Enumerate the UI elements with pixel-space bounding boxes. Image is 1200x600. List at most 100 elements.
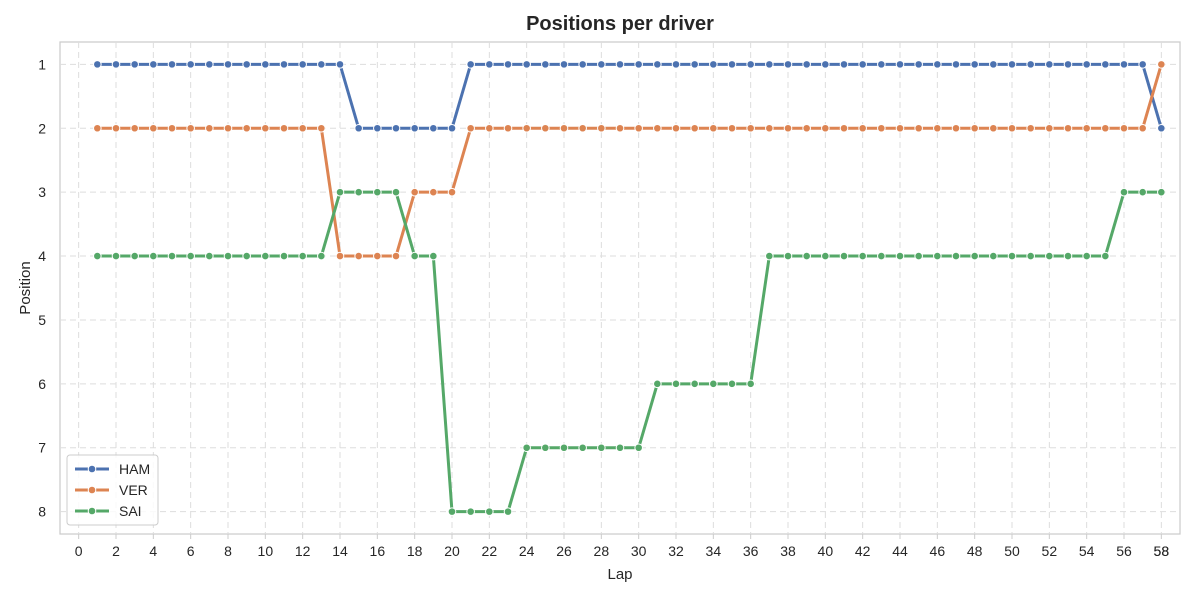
- data-point-ver: [1157, 60, 1166, 69]
- x-tick-label: 8: [224, 543, 232, 559]
- data-point-ver: [727, 123, 737, 133]
- data-point-ver: [354, 251, 363, 261]
- data-point-sai: [1119, 187, 1129, 197]
- data-point-ham: [111, 60, 121, 69]
- chart-title: Positions per driver: [526, 13, 714, 35]
- data-point-ham: [746, 60, 755, 69]
- series-lines: [93, 60, 1166, 516]
- data-point-ham: [765, 60, 774, 69]
- data-point-sai: [1157, 187, 1166, 197]
- data-point-sai: [783, 251, 793, 261]
- x-tick-label: 28: [594, 543, 610, 559]
- data-point-sai: [634, 443, 643, 453]
- data-point-ham: [1138, 60, 1147, 69]
- data-point-ver: [522, 123, 531, 133]
- data-point-ham: [1026, 60, 1035, 69]
- data-point-sai: [914, 251, 923, 261]
- data-point-ham: [541, 60, 550, 69]
- data-point-ver: [578, 123, 587, 133]
- data-point-sai: [970, 251, 979, 261]
- data-point-ver: [130, 123, 139, 133]
- legend-marker-sai: [87, 506, 97, 516]
- data-point-ver: [709, 123, 718, 133]
- x-tick-label: 36: [743, 543, 759, 559]
- data-point-ham: [615, 60, 625, 69]
- x-axis-ticks: 0 2 4 6 8 10 12 14 16 18 20 22 24 26 28 30 32 34 36 38 40 42 4…: [75, 534, 1169, 559]
- x-tick-label: 56: [1116, 543, 1132, 559]
- data-point-sai: [933, 251, 942, 261]
- data-point-sai: [261, 251, 270, 261]
- data-point-ver: [317, 123, 326, 133]
- x-tick-label: 38: [780, 543, 796, 559]
- data-point-ham: [242, 60, 251, 69]
- data-point-sai: [298, 251, 307, 261]
- x-tick-label: 44: [892, 543, 908, 559]
- data-point-ver: [951, 123, 961, 133]
- data-point-sai: [130, 251, 139, 261]
- data-point-ham: [298, 60, 307, 69]
- legend-label-ver: VER: [119, 482, 148, 498]
- data-point-sai: [951, 251, 961, 261]
- data-point-ham: [93, 60, 102, 69]
- data-point-ver: [447, 187, 457, 197]
- data-point-sai: [205, 251, 214, 261]
- x-tick-label: 50: [1004, 543, 1020, 559]
- data-point-sai: [1138, 187, 1147, 197]
- x-tick-label: 46: [930, 543, 946, 559]
- data-point-sai: [335, 187, 345, 197]
- data-point-sai: [485, 507, 494, 516]
- data-point-sai: [223, 251, 233, 261]
- data-point-ham: [1101, 60, 1110, 69]
- data-point-sai: [653, 379, 662, 389]
- data-point-ham: [335, 60, 345, 69]
- data-point-sai: [615, 443, 625, 453]
- data-point-ver: [1082, 123, 1091, 133]
- x-tick-label: 54: [1079, 543, 1095, 559]
- data-point-ham: [839, 60, 849, 69]
- x-tick-label: 6: [187, 543, 195, 559]
- data-point-ver: [261, 123, 270, 133]
- y-tick-label: 6: [38, 376, 46, 392]
- x-tick-label: 34: [706, 543, 722, 559]
- data-point-ver: [503, 123, 513, 133]
- data-point-ham: [167, 60, 177, 69]
- legend: HAM VER SAI: [66, 454, 159, 526]
- data-point-sai: [317, 251, 326, 261]
- data-point-ver: [391, 251, 401, 261]
- data-point-sai: [111, 251, 121, 261]
- data-point-sai: [541, 443, 550, 453]
- data-point-sai: [93, 251, 102, 261]
- data-point-ham: [279, 60, 289, 69]
- x-axis-label: Lap: [607, 566, 632, 583]
- data-point-sai: [877, 251, 886, 261]
- data-point-ham: [783, 60, 793, 69]
- data-point-sai: [242, 251, 251, 261]
- x-tick-label: 52: [1042, 543, 1058, 559]
- data-point-ham: [821, 60, 830, 69]
- x-tick-label: 40: [818, 543, 834, 559]
- data-point-ver: [541, 123, 550, 133]
- data-point-sai: [167, 251, 177, 261]
- data-point-sai: [373, 187, 382, 197]
- data-point-ham: [466, 60, 475, 69]
- data-point-ham: [149, 60, 158, 69]
- data-point-ver: [877, 123, 886, 133]
- data-point-ham: [951, 60, 961, 69]
- data-point-ver: [671, 123, 681, 133]
- legend-marker-ham: [87, 464, 97, 474]
- y-tick-label: 2: [38, 120, 46, 136]
- data-point-ham: [933, 60, 942, 69]
- data-point-sai: [279, 251, 289, 261]
- data-point-ver: [821, 123, 830, 133]
- x-tick-label: 20: [444, 543, 460, 559]
- data-point-ver: [205, 123, 214, 133]
- x-tick-label: 48: [967, 543, 983, 559]
- y-tick-label: 7: [38, 440, 46, 456]
- y-tick-label: 3: [38, 184, 46, 200]
- data-point-ver: [410, 187, 419, 197]
- data-point-ver: [746, 123, 755, 133]
- data-point-ver: [914, 123, 923, 133]
- data-point-sai: [690, 379, 699, 389]
- data-point-ver: [1138, 123, 1147, 133]
